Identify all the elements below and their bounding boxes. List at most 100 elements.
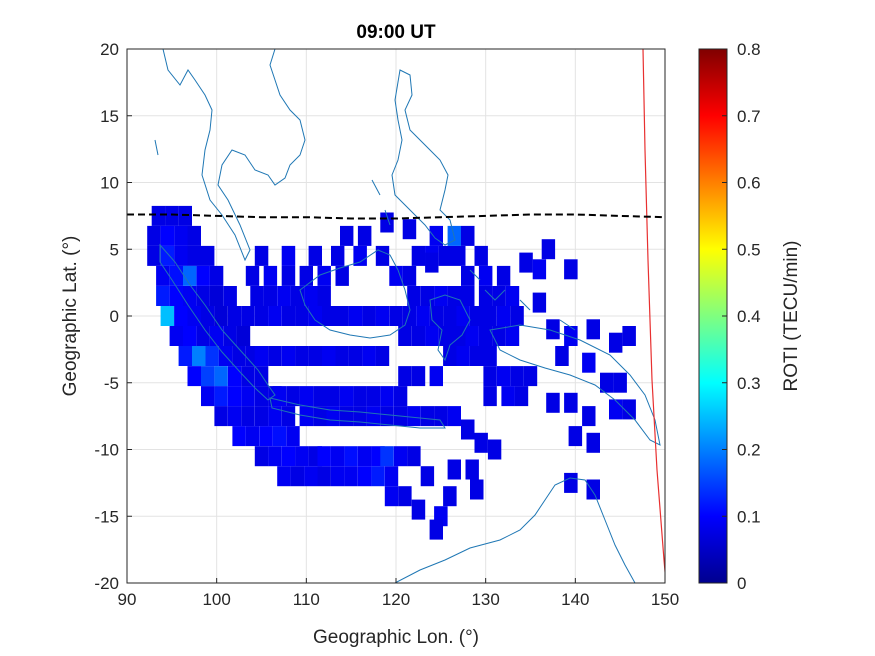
roti-cell bbox=[613, 372, 627, 393]
x-tick-label: 150 bbox=[651, 590, 679, 609]
colorbar-tick-label: 0 bbox=[737, 574, 746, 593]
roti-cell bbox=[196, 265, 210, 286]
roti-cell bbox=[236, 326, 251, 346]
roti-cell bbox=[340, 225, 354, 246]
roti-cell bbox=[348, 306, 363, 326]
roti-cell bbox=[254, 446, 269, 467]
roti-cell bbox=[586, 479, 600, 500]
roti-cell bbox=[402, 219, 417, 240]
roti-cell bbox=[299, 265, 313, 286]
roti-cell bbox=[443, 486, 457, 507]
roti-cell bbox=[322, 346, 336, 366]
coastline-philippines bbox=[391, 69, 456, 246]
y-tick-label: 15 bbox=[100, 107, 119, 126]
colorbar-tick-label: 0.2 bbox=[737, 441, 761, 460]
roti-cell bbox=[465, 326, 479, 346]
roti-cell bbox=[281, 306, 296, 326]
roti-cell bbox=[380, 386, 394, 407]
roti-cell bbox=[268, 446, 282, 467]
roti-cell bbox=[420, 406, 435, 427]
coastlines bbox=[154, 49, 661, 583]
roti-cell bbox=[227, 406, 242, 427]
x-tick-label: 100 bbox=[202, 590, 230, 609]
y-tick-label: -15 bbox=[94, 507, 119, 526]
coastline-mainland bbox=[162, 49, 306, 262]
roti-cell bbox=[389, 265, 403, 286]
roti-cell bbox=[582, 406, 596, 427]
roti-cell bbox=[232, 426, 246, 447]
roti-cell bbox=[268, 346, 282, 366]
roti-cell bbox=[340, 386, 354, 407]
roti-cell bbox=[174, 225, 188, 246]
roti-cell bbox=[272, 426, 287, 447]
roti-cell bbox=[541, 239, 556, 260]
roti-cell bbox=[241, 366, 255, 387]
roti-cell bbox=[353, 245, 367, 266]
roti-cell bbox=[366, 386, 381, 407]
roti-cell bbox=[201, 386, 215, 407]
roti-cell bbox=[389, 306, 403, 326]
roti-cell bbox=[281, 265, 296, 286]
x-ticks: 90 100 110 120 130 140 150 bbox=[118, 578, 679, 609]
roti-cell bbox=[214, 306, 228, 326]
roti-cell bbox=[483, 346, 497, 366]
roti-cell bbox=[308, 245, 322, 266]
roti-cell bbox=[348, 346, 363, 366]
roti-cell bbox=[209, 286, 224, 306]
roti-cell bbox=[375, 306, 390, 326]
roti-cell bbox=[281, 245, 296, 266]
roti-cell bbox=[609, 399, 623, 420]
roti-cell bbox=[286, 426, 300, 447]
roti-cell bbox=[474, 432, 488, 453]
roti-cell bbox=[564, 392, 578, 413]
y-tick-label: 10 bbox=[100, 174, 119, 193]
y-tick-label: -10 bbox=[94, 441, 119, 460]
roti-cell bbox=[375, 346, 390, 366]
roti-cell bbox=[546, 319, 560, 340]
roti-cell bbox=[313, 406, 327, 427]
colorbar-ticks: 0 0.1 0.2 0.3 0.4 0.5 0.6 0.7 0.8 bbox=[722, 40, 761, 593]
roti-cell bbox=[187, 245, 201, 266]
red-curve bbox=[642, 49, 665, 579]
coastline-java bbox=[269, 397, 446, 429]
roti-cell bbox=[169, 265, 184, 286]
roti-cell bbox=[505, 326, 520, 346]
roti-cell bbox=[326, 386, 340, 407]
y-tick-label: -5 bbox=[104, 374, 119, 393]
coastline-islands bbox=[154, 139, 576, 331]
roti-cell bbox=[510, 366, 524, 387]
roti-cell bbox=[160, 225, 174, 246]
roti-cell bbox=[331, 245, 345, 266]
roti-cell bbox=[411, 326, 426, 346]
roti-cell bbox=[447, 406, 461, 427]
roti-cell bbox=[438, 245, 452, 266]
roti-cell bbox=[223, 326, 237, 346]
roti-cell bbox=[353, 406, 367, 427]
roti-cell bbox=[187, 225, 201, 246]
roti-cell bbox=[470, 306, 484, 326]
roti-cell bbox=[183, 286, 197, 306]
roti-cell bbox=[156, 286, 170, 306]
x-tick-label: 110 bbox=[293, 590, 320, 609]
roti-cell bbox=[268, 406, 282, 427]
roti-cell bbox=[335, 346, 349, 366]
y-tick-label: 5 bbox=[110, 240, 119, 259]
roti-cell bbox=[425, 252, 439, 273]
x-tick-label: 140 bbox=[561, 590, 589, 609]
roti-cell bbox=[254, 245, 269, 266]
roti-cell bbox=[366, 406, 381, 427]
roti-cell bbox=[331, 466, 345, 487]
roti-cell bbox=[496, 265, 511, 286]
roti-cell bbox=[183, 265, 197, 286]
colorbar-tick-label: 0.3 bbox=[737, 374, 761, 393]
roti-cell bbox=[357, 225, 372, 246]
roti-cell bbox=[174, 306, 188, 326]
roti-cell bbox=[344, 446, 358, 467]
roti-cell bbox=[295, 446, 309, 467]
roti-cell bbox=[411, 245, 426, 266]
roti-cell bbox=[263, 265, 278, 286]
y-axis-label: Geographic Lat. (°) bbox=[60, 236, 81, 397]
x-tick-label: 90 bbox=[118, 590, 137, 609]
x-axis-label: Geographic Lon. (°) bbox=[313, 627, 479, 648]
